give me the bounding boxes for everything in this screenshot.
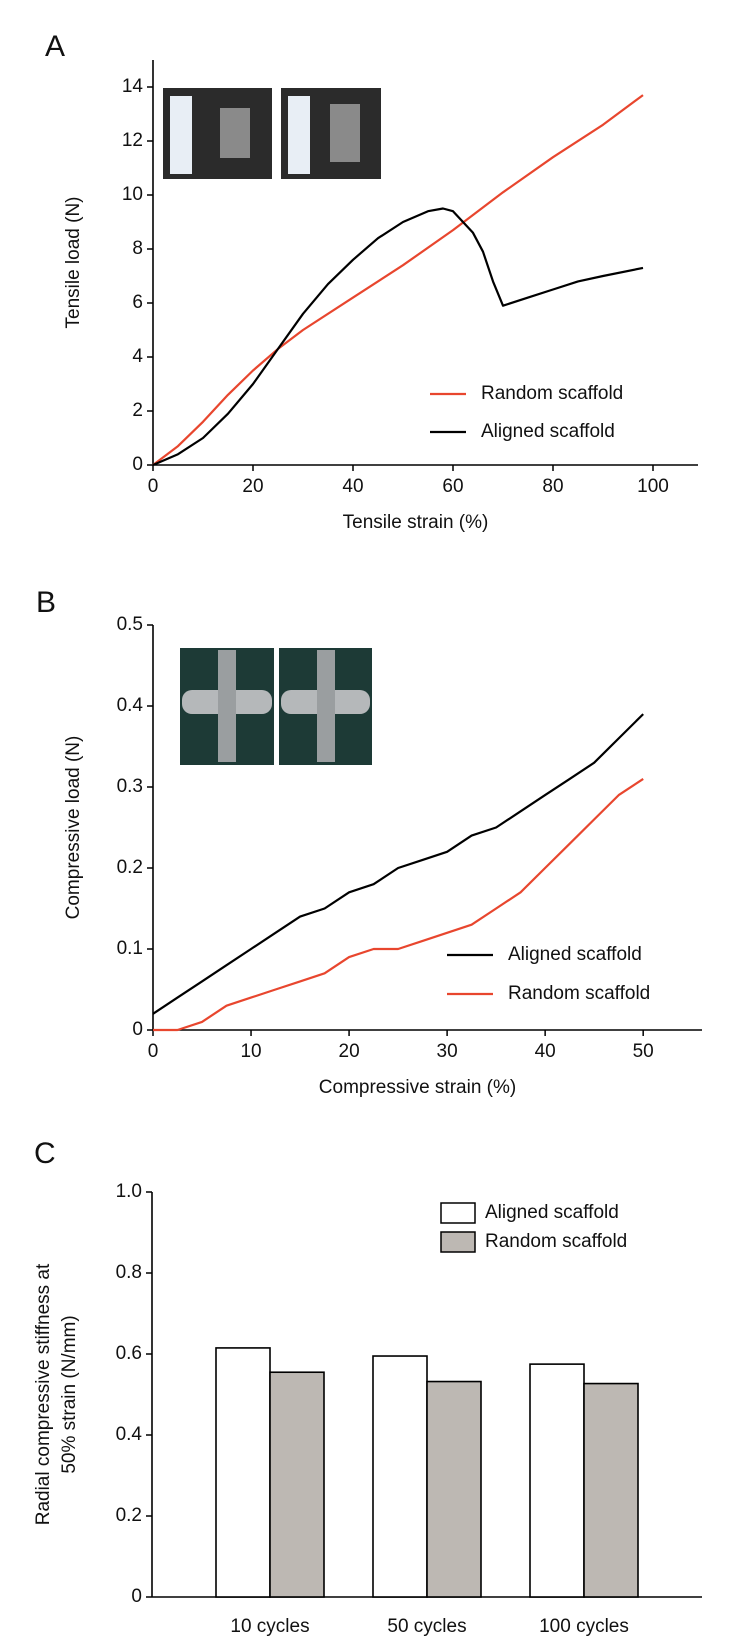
data-line (152, 207, 644, 467)
inset-photo (220, 108, 250, 158)
x-tick-label: 20 (242, 476, 263, 497)
x-tick-label: 50 (633, 1041, 654, 1062)
x-tick-label: 40 (342, 476, 363, 497)
y-tick-label: 0.3 (117, 776, 143, 797)
y-tick-label: 0 (132, 454, 143, 475)
inset-photo (170, 96, 192, 174)
y-tick-label: 8 (132, 238, 143, 259)
y-axis-label: Compressive load (N) (63, 736, 84, 920)
panel-label: B (36, 586, 56, 619)
y-tick-label: 0.4 (116, 1424, 143, 1445)
y-tick-label: 0.6 (116, 1343, 142, 1364)
x-axis-label: Compressive strain (%) (319, 1077, 516, 1098)
legend-label: Aligned scaffold (481, 421, 615, 442)
data-line (152, 94, 644, 466)
y-tick-label: 10 (122, 184, 143, 205)
bar (372, 1355, 428, 1598)
inset-photo (330, 104, 360, 162)
legend-label: Random scaffold (485, 1231, 627, 1252)
legend-swatch (440, 1202, 476, 1224)
y-tick-label: 0.2 (116, 1505, 142, 1526)
y-tick-label: 0.2 (117, 857, 143, 878)
y-tick-label: 0 (131, 1586, 142, 1607)
y-tick-label: 0.5 (117, 614, 143, 635)
inset-photo (317, 650, 335, 762)
y-tick-label: 1.0 (116, 1181, 142, 1202)
legend-label: Random scaffold (508, 983, 650, 1004)
y-tick-label: 0.8 (116, 1262, 142, 1283)
data-line (152, 713, 644, 1015)
x-tick-label: 10 (240, 1041, 261, 1062)
bar (426, 1380, 482, 1598)
y-tick-label: 2 (132, 400, 143, 421)
y-tick-label: 12 (122, 130, 143, 151)
legend-swatch (440, 1231, 476, 1253)
y-axis-label: Radial compressive stiffness at (33, 1263, 54, 1525)
legend-label: Aligned scaffold (508, 944, 642, 965)
y-tick-label: 0.4 (117, 695, 144, 716)
bar (583, 1382, 639, 1598)
x-tick-label: 50 cycles (387, 1616, 466, 1637)
bar (215, 1347, 271, 1598)
x-tick-label: 0 (148, 1041, 159, 1062)
x-tick-label: 0 (148, 476, 159, 497)
y-tick-label: 0 (132, 1019, 143, 1040)
legend-label: Aligned scaffold (485, 1202, 619, 1223)
x-axis-label: Tensile strain (%) (343, 512, 489, 533)
bar (529, 1363, 585, 1598)
legend-label: Random scaffold (481, 383, 623, 404)
y-axis-label: 50% strain (N/mm) (59, 1315, 80, 1473)
x-tick-label: 20 (339, 1041, 360, 1062)
x-tick-label: 30 (437, 1041, 458, 1062)
inset-photo (218, 650, 236, 762)
y-tick-label: 14 (122, 76, 144, 97)
inset-photo (288, 96, 310, 174)
panel-label: A (45, 30, 65, 63)
y-tick-label: 4 (132, 346, 143, 367)
bar (269, 1371, 325, 1598)
x-tick-label: 100 cycles (539, 1616, 629, 1637)
x-tick-label: 40 (535, 1041, 556, 1062)
x-tick-label: 100 (637, 476, 669, 497)
x-tick-label: 60 (442, 476, 463, 497)
x-tick-label: 80 (542, 476, 563, 497)
y-tick-label: 6 (132, 292, 143, 313)
y-tick-label: 0.1 (117, 938, 143, 959)
panel-label: C (34, 1137, 56, 1170)
y-axis-label: Tensile load (N) (63, 197, 84, 329)
data-line (153, 777, 644, 1032)
x-tick-label: 10 cycles (230, 1616, 309, 1637)
